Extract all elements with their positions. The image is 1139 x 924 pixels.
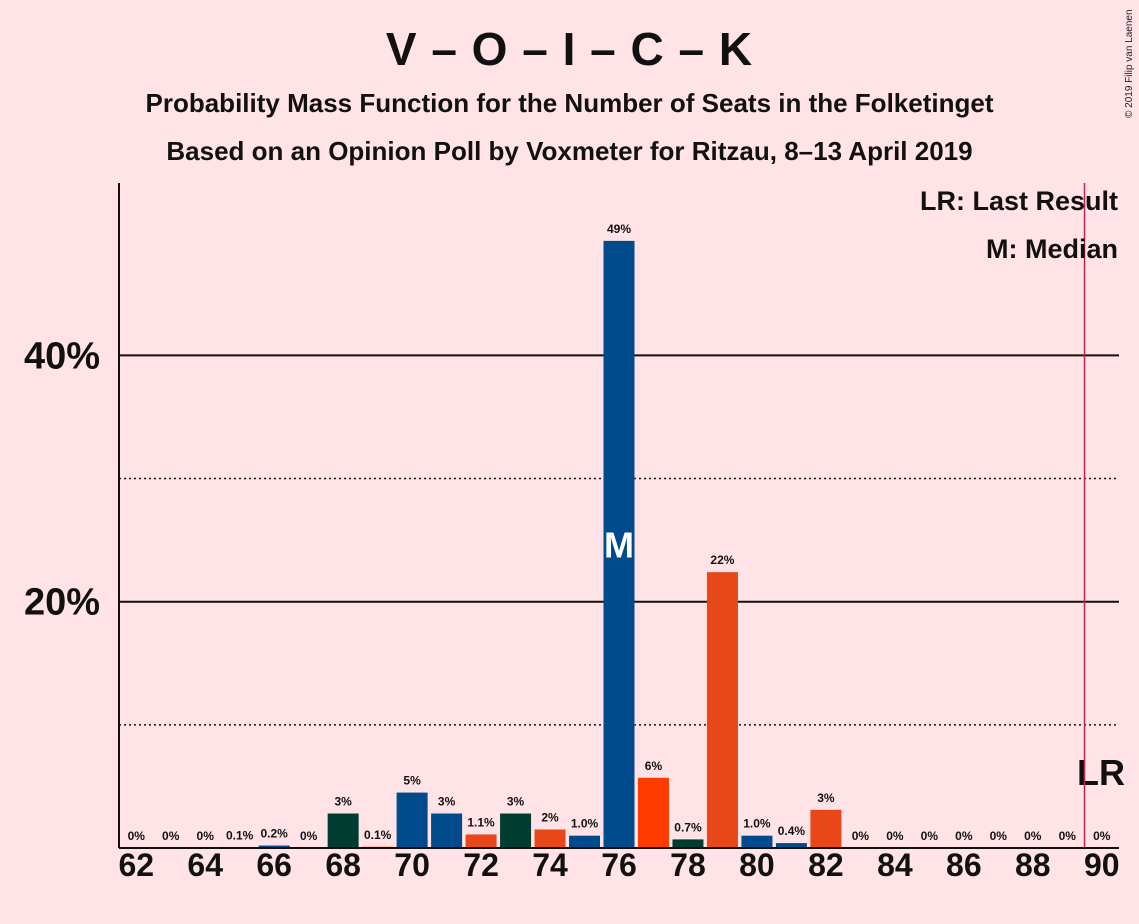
- x-tick-label-84: 84: [877, 847, 913, 883]
- bar-70: [396, 792, 428, 848]
- bars: [224, 240, 842, 849]
- bar-label-89: 0%: [1059, 829, 1077, 843]
- bar-label-62: 0%: [128, 829, 146, 843]
- bar-77: [637, 777, 669, 848]
- bar-label-83: 0%: [852, 829, 870, 843]
- bar-66: [258, 845, 290, 848]
- bar-81: [775, 843, 807, 848]
- bar-label-82: 3%: [817, 791, 835, 805]
- x-tick-label-70: 70: [394, 847, 430, 883]
- x-tick-label-62: 62: [118, 847, 154, 883]
- bar-label-78: 0.7%: [674, 820, 702, 834]
- bar-label-76: 49%: [607, 222, 631, 236]
- bar-82: [810, 809, 842, 848]
- bar-label-69: 0.1%: [364, 828, 392, 842]
- bar-label-80: 1.0%: [743, 817, 771, 831]
- bar-label-86: 0%: [955, 829, 973, 843]
- chart-source-line: Based on an Opinion Poll by Voxmeter for…: [166, 136, 973, 166]
- bar-label-85: 0%: [921, 829, 939, 843]
- x-tick-label-78: 78: [670, 847, 706, 883]
- bar-73: [500, 813, 532, 848]
- x-tick-label-90: 90: [1084, 847, 1120, 883]
- x-tick-label-72: 72: [463, 847, 499, 883]
- bar-label-87: 0%: [990, 829, 1008, 843]
- median-marker: M: [604, 524, 634, 565]
- chart-subtitle: Probability Mass Function for the Number…: [145, 88, 994, 118]
- bar-label-72: 1.1%: [467, 815, 495, 829]
- bar-label-77: 6%: [645, 759, 663, 773]
- bar-79: [706, 572, 738, 848]
- bar-label-71: 3%: [438, 795, 456, 809]
- bar-label-90: 0%: [1093, 829, 1111, 843]
- bar-label-81: 0.4%: [778, 824, 806, 838]
- x-tick-label-86: 86: [946, 847, 982, 883]
- x-tick-label-66: 66: [256, 847, 292, 883]
- x-tick-label-64: 64: [187, 847, 223, 883]
- bar-76: [603, 240, 635, 848]
- x-tick-label-80: 80: [739, 847, 775, 883]
- bar-78: [672, 839, 704, 848]
- bar-label-65: 0.1%: [226, 828, 254, 842]
- bar-label-64: 0%: [197, 829, 215, 843]
- axes: 20% 40% 62 64 66 68 70 72 74 76 78 80 82 84 86 88 90: [24, 183, 1120, 883]
- bar-label-66: 0.2%: [260, 827, 288, 841]
- x-tick-label-88: 88: [1015, 847, 1051, 883]
- x-tick-label-74: 74: [532, 847, 568, 883]
- bar-68: [327, 813, 359, 848]
- bar-72: [465, 834, 497, 848]
- bar-label-73: 3%: [507, 795, 525, 809]
- bar-80: [741, 835, 773, 848]
- bar-label-84: 0%: [886, 829, 904, 843]
- bar-label-70: 5%: [403, 774, 421, 788]
- legend: LR: Last Result M: Median: [920, 186, 1118, 264]
- bar-label-67: 0%: [300, 829, 318, 843]
- bar-label-88: 0%: [1024, 829, 1042, 843]
- legend-entry-0: LR: Last Result: [920, 186, 1118, 216]
- x-tick-label-82: 82: [808, 847, 844, 883]
- chart-title: V – O – I – C – K: [385, 23, 754, 75]
- bar-label-68: 3%: [334, 795, 352, 809]
- bar-label-74: 2%: [541, 811, 559, 825]
- y-tick-label-40: 40%: [24, 335, 100, 377]
- y-tick-label-20: 20%: [24, 582, 100, 624]
- bar-label-79: 22%: [710, 553, 734, 567]
- bar-75: [569, 835, 601, 848]
- bar-label-75: 1.0%: [571, 817, 599, 831]
- bar-74: [534, 829, 566, 848]
- x-tick-label-76: 76: [601, 847, 637, 883]
- bar-label-63: 0%: [162, 829, 180, 843]
- bar-71: [431, 813, 463, 848]
- legend-entry-1: M: Median: [986, 234, 1118, 264]
- x-tick-label-68: 68: [325, 847, 361, 883]
